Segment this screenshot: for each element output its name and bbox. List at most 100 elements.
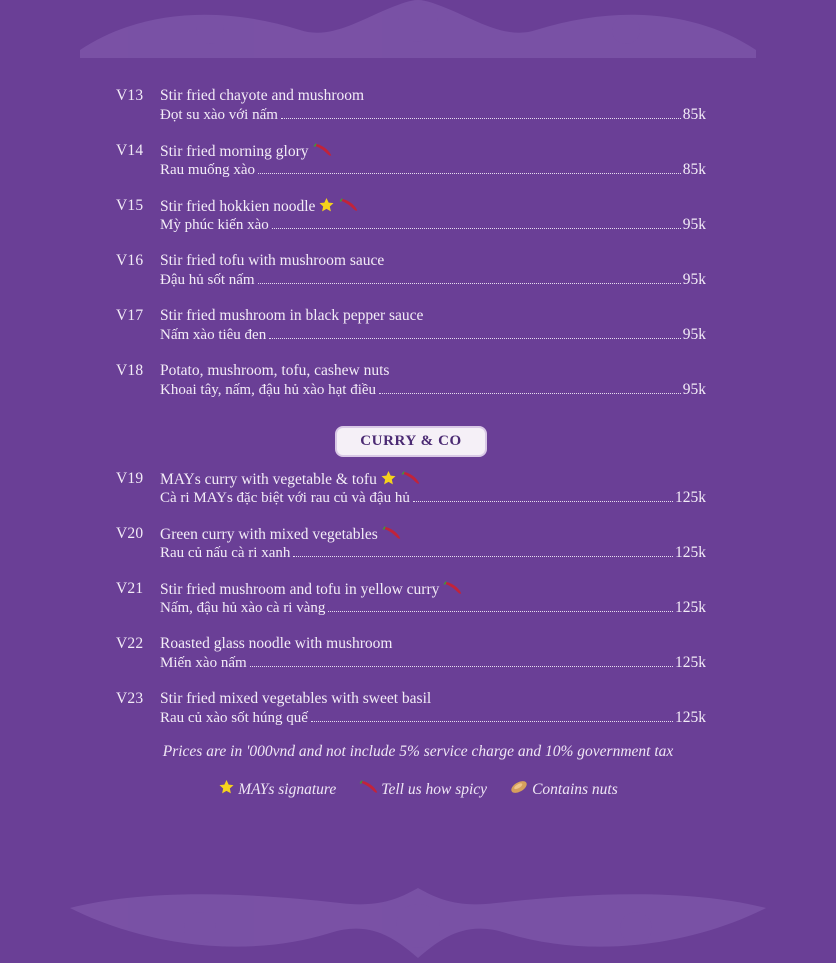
item-code: V21 bbox=[116, 580, 144, 597]
bottom-ornament bbox=[70, 888, 766, 958]
item-name-en: Stir fried mushroom in black pepper sauc… bbox=[160, 307, 423, 325]
legend-label: Contains nuts bbox=[532, 780, 618, 798]
item-code: V20 bbox=[116, 525, 144, 542]
star-icon bbox=[380, 470, 397, 491]
item-name-vi: Rau củ nấu cà ri xanh bbox=[160, 545, 291, 561]
chili-icon bbox=[312, 142, 332, 163]
item-name-vi: Nấm xào tiêu đen bbox=[160, 327, 267, 343]
star-icon bbox=[218, 779, 235, 800]
item-name-en-text: MAYs curry with vegetable & tofu bbox=[160, 471, 377, 488]
item-detail-line: Đậu hủ sốt nấm 95k bbox=[160, 271, 706, 291]
dot-leader bbox=[249, 666, 673, 667]
menu-item-v14: V14 Stir fried morning glory Rau muống xào… bbox=[116, 142, 706, 182]
item-code: V16 bbox=[116, 252, 144, 269]
dot-leader bbox=[257, 283, 681, 284]
item-price: 85k bbox=[682, 106, 706, 123]
legend-item: Contains nuts bbox=[509, 779, 618, 800]
item-price: 125k bbox=[675, 599, 706, 616]
item-name-en: Roasted glass noodle with mushroom bbox=[160, 635, 393, 653]
item-code: V13 bbox=[116, 87, 144, 104]
item-price: 125k bbox=[675, 489, 706, 506]
item-name-vi: Rau củ xào sốt húng quế bbox=[160, 710, 308, 726]
item-detail-line: Rau muống xào 85k bbox=[160, 161, 706, 181]
item-price: 95k bbox=[682, 381, 706, 398]
item-name-vi: Rau muống xào bbox=[160, 162, 255, 178]
item-name-en-text: Stir fried morning glory bbox=[160, 143, 309, 160]
menu-item-v18: V18 Potato, mushroom, tofu, cashew nuts Kh… bbox=[116, 362, 706, 402]
star-icon bbox=[318, 197, 335, 218]
item-detail-line: Mỳ phúc kiến xào 95k bbox=[160, 216, 706, 236]
item-price: 95k bbox=[682, 271, 706, 288]
menu-item-v19: V19 MAYs curry with vegetable & tofu Cà ri… bbox=[116, 470, 706, 510]
item-code: V17 bbox=[116, 307, 144, 324]
item-detail-line: Nấm xào tiêu đen 95k bbox=[160, 326, 706, 346]
item-code: V22 bbox=[116, 635, 144, 652]
item-price: 125k bbox=[675, 709, 706, 726]
price-footnote: Prices are in '000vnd and not include 5%… bbox=[162, 743, 674, 760]
dot-leader bbox=[280, 118, 681, 119]
menu-item-v23: V23 Stir fried mixed vegetables with swee… bbox=[116, 690, 706, 730]
item-name-en: Potato, mushroom, tofu, cashew nuts bbox=[160, 362, 389, 380]
chili-icon bbox=[358, 779, 378, 800]
dot-leader bbox=[379, 393, 681, 394]
menu-item-v20: V20 Green curry with mixed vegetables Rau … bbox=[116, 525, 706, 565]
legend-item: Tell us how spicy bbox=[358, 779, 487, 800]
item-name-en-text: Stir fried mushroom and tofu in yellow c… bbox=[160, 581, 440, 598]
menu-item-v17: V17 Stir fried mushroom in black pepper s… bbox=[116, 307, 706, 347]
dot-leader bbox=[258, 173, 681, 174]
item-name-en: Stir fried tofu with mushroom sauce bbox=[160, 252, 384, 270]
chili-icon bbox=[381, 525, 401, 546]
item-name-en: Stir fried chayote and mushroom bbox=[160, 87, 364, 105]
item-detail-line: Miến xào nấm 125k bbox=[160, 654, 706, 674]
item-name-en-text: Potato, mushroom, tofu, cashew nuts bbox=[160, 362, 390, 379]
chili-icon bbox=[442, 580, 462, 601]
item-name-en: MAYs curry with vegetable & tofu bbox=[160, 470, 420, 491]
legend: MAYs signature Tell us how spicy Contains … bbox=[0, 779, 836, 800]
item-name-en-text: Green curry with mixed vegetables bbox=[160, 526, 378, 543]
chili-icon bbox=[338, 197, 358, 218]
item-code: V15 bbox=[116, 197, 144, 214]
dot-leader bbox=[310, 721, 673, 722]
item-detail-line: Đọt su xào với nấm 85k bbox=[160, 106, 706, 126]
dot-leader bbox=[269, 338, 681, 339]
item-name-en-text: Stir fried tofu with mushroom sauce bbox=[160, 252, 385, 269]
item-name-vi: Mỳ phúc kiến xào bbox=[160, 217, 269, 233]
item-name-en: Stir fried hokkien noodle bbox=[160, 197, 358, 218]
item-price: 125k bbox=[675, 654, 706, 671]
item-name-en-text: Stir fried mushroom in black pepper sauc… bbox=[160, 307, 424, 324]
menu-item-v22: V22 Roasted glass noodle with mushroom Miế… bbox=[116, 635, 706, 675]
item-detail-line: Nấm, đậu hủ xào cà ri vàng 125k bbox=[160, 599, 706, 619]
item-price: 95k bbox=[682, 326, 706, 343]
menu-item-v21: V21 Stir fried mushroom and tofu in yello… bbox=[116, 580, 706, 620]
menu-item-v13: V13 Stir fried chayote and mushroom Đọt su… bbox=[116, 87, 706, 127]
item-name-vi: Đậu hủ sốt nấm bbox=[160, 272, 255, 288]
menu-item-v15: V15 Stir fried hokkien noodle Mỳ phúc kiến… bbox=[116, 197, 706, 237]
nut-icon bbox=[509, 779, 529, 800]
item-name-vi: Đọt su xào với nấm bbox=[160, 107, 278, 123]
item-name-en-text: Roasted glass noodle with mushroom bbox=[160, 635, 393, 652]
chili-icon bbox=[400, 470, 420, 491]
item-code: V19 bbox=[116, 470, 144, 487]
item-detail-line: Rau củ nấu cà ri xanh 125k bbox=[160, 544, 706, 564]
item-name-en-text: Stir fried chayote and mushroom bbox=[160, 87, 365, 104]
item-detail-line: Rau củ xào sốt húng quế 125k bbox=[160, 709, 706, 729]
item-name-en: Stir fried mushroom and tofu in yellow c… bbox=[160, 580, 462, 601]
item-name-vi: Nấm, đậu hủ xào cà ri vàng bbox=[160, 600, 326, 616]
item-name-en: Green curry with mixed vegetables bbox=[160, 525, 401, 546]
menu-item-v16: V16 Stir fried tofu with mushroom sauce Đậ… bbox=[116, 252, 706, 292]
item-name-en-text: Stir fried hokkien noodle bbox=[160, 198, 316, 215]
item-name-vi: Cà ri MAYs đặc biệt với rau củ và đậu hủ bbox=[160, 490, 410, 506]
legend-item: MAYs signature bbox=[218, 779, 336, 800]
item-price: 125k bbox=[675, 544, 706, 561]
item-name-en-text: Stir fried mixed vegetables with sweet b… bbox=[160, 690, 432, 707]
dot-leader bbox=[271, 228, 681, 229]
item-code: V23 bbox=[116, 690, 144, 707]
item-code: V14 bbox=[116, 142, 144, 159]
item-price: 95k bbox=[682, 216, 706, 233]
item-detail-line: Cà ri MAYs đặc biệt với rau củ và đậu hủ… bbox=[160, 489, 706, 509]
item-name-vi: Miến xào nấm bbox=[160, 655, 247, 671]
top-ornament bbox=[0, 0, 836, 62]
item-code: V18 bbox=[116, 362, 144, 379]
legend-label: Tell us how spicy bbox=[381, 780, 488, 798]
